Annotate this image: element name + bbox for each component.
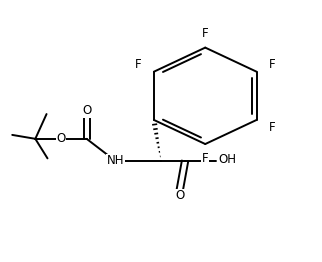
Text: F: F — [269, 58, 275, 71]
Text: F: F — [135, 58, 142, 71]
Text: O: O — [175, 189, 184, 202]
Text: NH: NH — [107, 155, 124, 167]
Text: O: O — [56, 132, 66, 145]
Text: OH: OH — [219, 153, 237, 166]
Text: F: F — [269, 121, 275, 134]
Text: F: F — [202, 27, 209, 40]
Text: F: F — [202, 152, 209, 165]
Text: O: O — [82, 105, 91, 117]
